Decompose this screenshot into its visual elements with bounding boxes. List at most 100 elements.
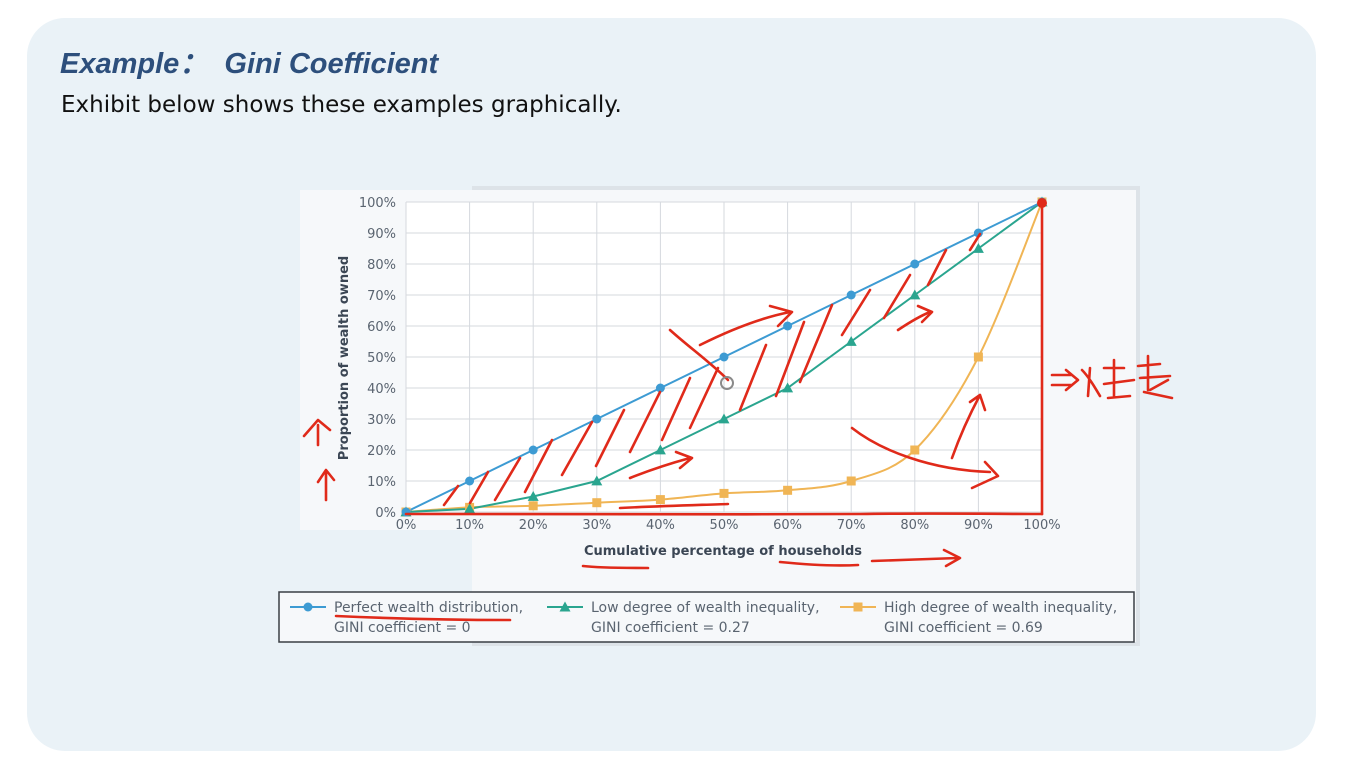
y-tick-label: 60%	[367, 320, 396, 335]
baseline-underline	[404, 512, 1044, 516]
legend-item-low: Low degree of wealth inequality, GINI coe…	[547, 600, 820, 636]
hatch-stroke	[774, 320, 806, 398]
handwriting-char	[1102, 358, 1136, 400]
y-axis-label: Proportion of wealth owned	[337, 256, 352, 460]
legend-label-line1: Low degree of wealth inequality,	[591, 600, 820, 616]
y-tick-label: 30%	[367, 413, 396, 428]
hatch-stroke	[882, 273, 912, 320]
legend-label-line2: GINI coefficient = 0.69	[884, 620, 1043, 636]
handwriting-char	[1080, 366, 1102, 398]
data-point-perfect	[910, 259, 920, 269]
x-tick-label: 30%	[582, 518, 611, 533]
data-point-low	[972, 243, 984, 253]
data-point-perfect	[465, 476, 475, 486]
legend-label-line2: GINI coefficient = 0.27	[591, 620, 750, 636]
data-point-high	[655, 495, 665, 505]
legend-underline	[334, 614, 512, 622]
y-tick-label: 80%	[367, 258, 396, 273]
arrow-x-right	[870, 548, 962, 568]
data-point-low	[527, 491, 539, 501]
hatch-stroke	[688, 366, 720, 430]
data-point-low	[845, 336, 857, 346]
y-tick-label: 10%	[367, 475, 396, 490]
legend-box	[278, 591, 1135, 643]
y-axis-ticks: 0% 10% 20% 30% 40% 50% 60% 70% 80% 90% 100%	[359, 196, 396, 521]
data-point-low	[909, 289, 921, 300]
legend-label-line2: GINI coefficient = 0	[334, 620, 471, 636]
y-tick-label: 100%	[359, 196, 396, 211]
hatch-stroke	[594, 408, 626, 468]
cursor-ring	[720, 376, 734, 390]
arrow-upper	[698, 304, 794, 347]
x-tick-label: 40%	[646, 518, 675, 533]
data-point-perfect	[528, 445, 538, 455]
legend-label-line1: Perfect wealth distribution,	[334, 600, 523, 616]
data-point-low	[718, 413, 730, 424]
data-point-high	[719, 488, 729, 498]
data-point-low	[654, 444, 666, 455]
data-point-perfect	[655, 383, 665, 393]
y-tick-label: 20%	[367, 444, 396, 459]
legend-label-line1: High degree of wealth inequality,	[884, 600, 1117, 616]
arrow-lower	[618, 502, 730, 510]
x-tick-label: 90%	[964, 518, 993, 533]
data-point-high	[528, 501, 538, 511]
legend-marker	[559, 601, 571, 612]
x-tick-label: 100%	[1023, 518, 1060, 533]
y-tick-label: 90%	[367, 227, 396, 242]
hatch-stroke	[523, 438, 554, 494]
x-tick-label: 10%	[455, 518, 484, 533]
data-point-low	[591, 475, 603, 486]
handwriting-char	[1136, 354, 1174, 400]
legend-item-high: High degree of wealth inequality, GINI co…	[840, 600, 1117, 636]
data-point-perfect	[846, 290, 856, 300]
arrow-up-left-2	[316, 468, 336, 502]
data-point-high	[783, 485, 793, 495]
hatch-stroke	[560, 420, 594, 477]
data-point-low	[782, 382, 794, 393]
arrow-middle	[628, 450, 694, 480]
handwriting-arrow	[1050, 368, 1080, 392]
arrow-curve	[850, 426, 1000, 490]
hatch-stroke	[926, 248, 948, 287]
data-point-perfect	[592, 414, 602, 424]
hatch-stroke	[840, 288, 872, 337]
x-tick-label: 0%	[396, 518, 417, 533]
hatch-stroke	[493, 456, 522, 502]
data-point-high	[846, 476, 856, 486]
xlabel-underline-1	[581, 564, 650, 570]
x-tick-label: 50%	[710, 518, 739, 533]
hatch-stroke	[468, 470, 490, 505]
xlabel-underline-2	[778, 560, 860, 567]
arrow-right-upper	[896, 304, 934, 332]
y-tick-label: 40%	[367, 382, 396, 397]
x-tick-label: 60%	[773, 518, 802, 533]
x-axis-ticks: 0% 10% 20% 30% 40% 50% 60% 70% 80% 90% 100%	[396, 518, 1061, 533]
hatch-stroke	[628, 390, 662, 454]
data-point-low	[464, 503, 476, 514]
x-axis-label: Cumulative percentage of households	[584, 544, 862, 559]
series-line-high	[405, 201, 1043, 513]
legend-marker	[853, 602, 863, 612]
annotation-endpoint-dot	[1037, 198, 1047, 208]
data-point-high	[973, 352, 983, 362]
legend: Perfect wealth distribution, GINI coeffic…	[278, 591, 1135, 643]
hatch-stroke	[442, 484, 460, 507]
hatch-stroke	[738, 343, 768, 412]
data-point-perfect	[783, 321, 793, 331]
y-tick-label: 50%	[367, 351, 396, 366]
hatch-stroke	[798, 303, 834, 384]
data-point-high	[910, 445, 920, 455]
data-point-perfect	[719, 352, 729, 362]
slide-title: Example： Gini Coefficient	[60, 48, 439, 80]
handwritten-annotations	[302, 198, 1174, 622]
y-tick-label: 70%	[367, 289, 396, 304]
legend-item-perfect: Perfect wealth distribution, GINI coeffic…	[290, 600, 523, 636]
slide-subtitle: Exhibit below shows these examples graph…	[61, 92, 622, 118]
x-tick-label: 20%	[519, 518, 548, 533]
y-tick-label: 0%	[375, 506, 396, 521]
legend-marker	[303, 602, 313, 612]
hatch-stroke	[968, 232, 982, 252]
arrow-up-left	[302, 418, 332, 447]
